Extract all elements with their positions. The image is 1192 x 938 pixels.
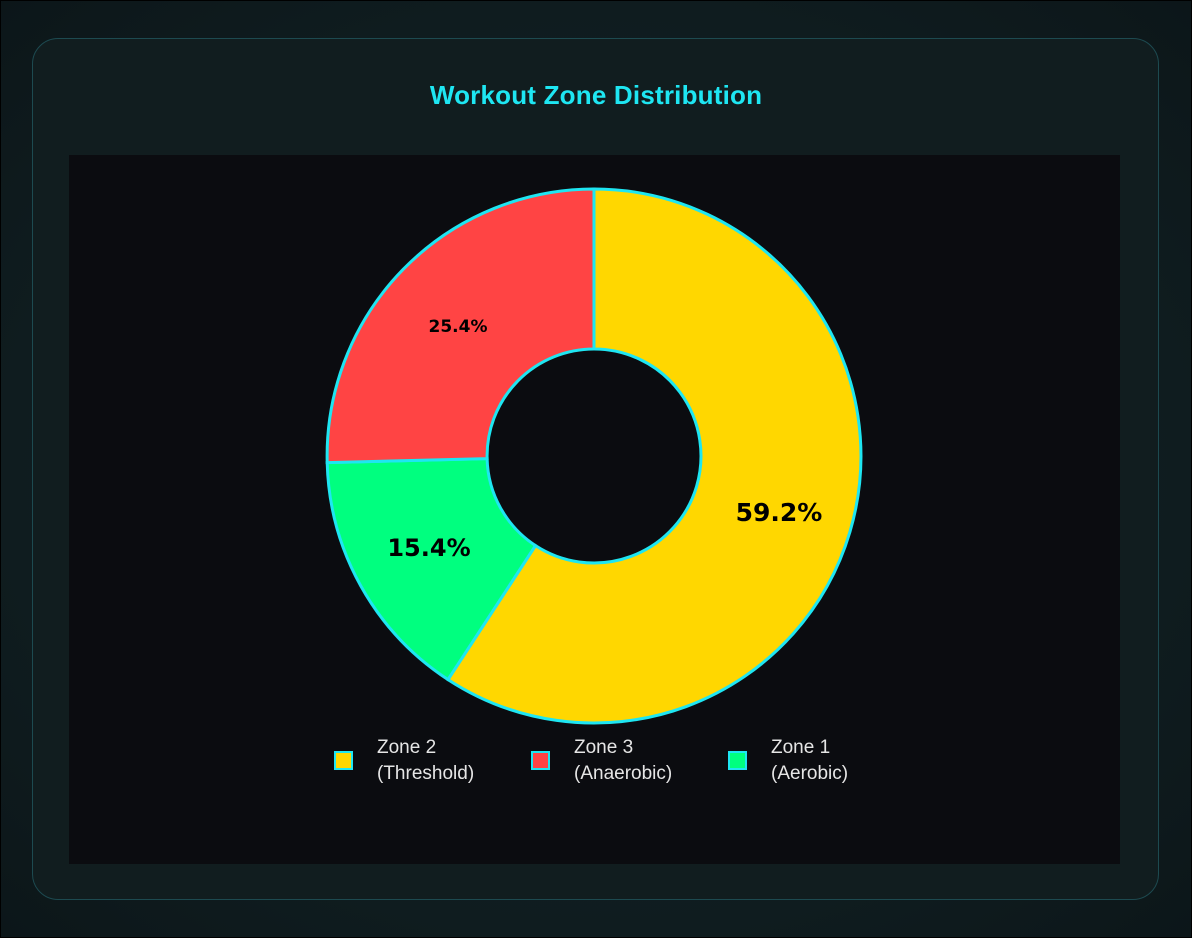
legend-item-zone-3[interactable]: Zone 3 (Anaerobic) xyxy=(531,735,728,787)
legend-swatch xyxy=(334,751,353,770)
legend-swatch xyxy=(728,751,747,770)
legend-swatch xyxy=(531,751,550,770)
slice-zone-1[interactable] xyxy=(325,457,538,682)
plot-area: 59.2% 25.4% 15.4% Zone 2 (Threshold) Zone… xyxy=(69,155,1120,864)
slice-zone-3[interactable] xyxy=(325,187,596,465)
slice-zone-2[interactable] xyxy=(445,187,863,725)
chart-title: Workout Zone Distribution xyxy=(429,80,763,110)
label-zone-1: 15.4% xyxy=(387,534,470,562)
label-zone-3: 25.4% xyxy=(429,317,488,337)
legend-item-zone-1[interactable]: Zone 1 (Aerobic) xyxy=(728,735,848,787)
donut-chart: 59.2% 25.4% 15.4% xyxy=(325,187,863,725)
label-zone-2: 59.2% xyxy=(736,498,823,527)
legend: Zone 2 (Threshold) Zone 3 (Anaerobic) Zone… xyxy=(334,735,848,787)
legend-item-zone-2[interactable]: Zone 2 (Threshold) xyxy=(334,735,531,787)
